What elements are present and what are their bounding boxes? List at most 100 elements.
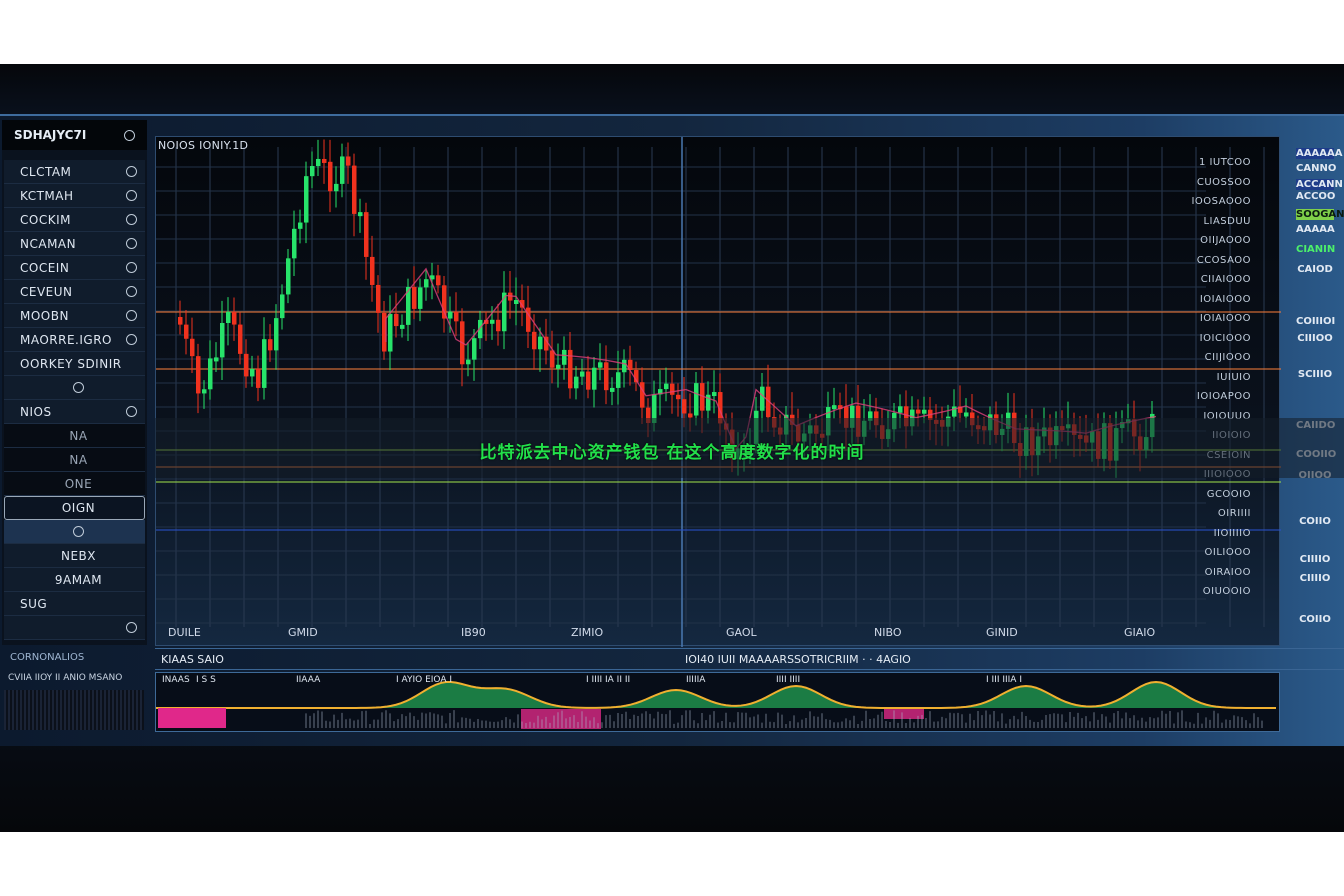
y-axis-label: CIIJIOOO	[1204, 352, 1251, 363]
candle	[598, 362, 603, 368]
candle	[238, 324, 243, 354]
candle	[244, 353, 249, 377]
candle	[700, 383, 705, 411]
side-value-label: CIIIIO	[1299, 554, 1331, 565]
chart-title: NOIOS IONIY.1D	[158, 139, 249, 152]
sidebar-item[interactable]: COCEIN	[4, 256, 145, 280]
sidebar-item[interactable]: NA	[4, 448, 145, 472]
caption-band	[155, 418, 1344, 478]
side-value-label: SCIIIO	[1297, 369, 1333, 380]
y-axis-label: IIOIIIIO	[1213, 527, 1251, 539]
sidebar-item[interactable]: NIOS	[4, 400, 145, 424]
candle	[178, 317, 183, 325]
candle	[604, 362, 609, 391]
sidebar: SDHAJYC7I CLCTAM KCTMAH COCKIM NCAMAN COCEIN…	[2, 120, 147, 645]
candle	[328, 161, 333, 192]
sidebar-item[interactable]	[4, 520, 145, 544]
y-axis-label: OIUOOIO	[1202, 586, 1251, 597]
candle	[952, 406, 957, 417]
circle-icon	[73, 382, 84, 393]
candle	[766, 386, 771, 418]
candle	[670, 383, 675, 395]
sidebar-item[interactable]: OORKEY SDINIR	[4, 352, 145, 376]
candle	[550, 350, 555, 368]
sidebar-item[interactable]: ONE	[4, 472, 145, 496]
sidebar-item[interactable]: COCKIM	[4, 208, 145, 232]
sidebar-item[interactable]: SUG	[4, 592, 145, 616]
sidebar-item[interactable]: MOOBN	[4, 304, 145, 328]
sidebar-item[interactable]: NEBX	[4, 544, 145, 568]
indicator-label: INAAS	[162, 675, 190, 685]
circle-icon	[126, 214, 137, 225]
candle	[556, 364, 561, 369]
candle	[208, 358, 213, 390]
circle-icon	[126, 310, 137, 321]
side-value-label: SOOGAN	[1296, 209, 1344, 220]
indicator-label: I S S	[196, 675, 216, 685]
histogram-block	[521, 709, 601, 729]
indicator-title-2: IOI40 IUII MAAAARSSOTRICRIIM · · 4AGIO	[685, 653, 911, 666]
candle	[334, 183, 339, 192]
y-axis-label: IOOSAOOO	[1191, 196, 1251, 207]
histogram-block	[884, 709, 924, 719]
candle	[658, 389, 663, 395]
x-axis-label: DUILE	[168, 626, 201, 639]
indicator-label: IIAAA	[296, 675, 321, 685]
side-value-label: CANNO	[1296, 163, 1337, 174]
histogram-block	[158, 708, 226, 728]
candle	[256, 368, 261, 388]
candle	[562, 349, 567, 365]
candle	[838, 405, 843, 410]
candle	[580, 371, 585, 377]
sidebar-item[interactable]	[4, 376, 145, 400]
sidebar-item[interactable]: KCTMAH	[4, 184, 145, 208]
candle	[370, 256, 375, 285]
sidebar-item-label: OIGN	[61, 501, 96, 515]
x-axis-label: GAOL	[726, 626, 757, 639]
sidebar-item[interactable]	[4, 616, 145, 640]
sidebar-item[interactable]: NCAMAN	[4, 232, 145, 256]
price-chart[interactable]: NOIOS IONIY.1D DUILE GMID IB90 ZIMIO GAOL NIB…	[155, 136, 1281, 647]
candle	[496, 319, 501, 332]
candle	[262, 339, 267, 388]
panel-header: CORNONALIOS	[10, 652, 85, 663]
candle	[214, 357, 219, 362]
oscillator-panel[interactable]: INAAS I S S IIAAA I AYIO EIOA I I IIII IA II…	[155, 672, 1280, 732]
sidebar-header: SDHAJYC7I	[2, 120, 147, 150]
candle	[610, 387, 615, 392]
candle	[682, 399, 687, 414]
candle	[412, 286, 417, 309]
sidebar-item[interactable]: MAORRE.IGRO	[4, 328, 145, 352]
side-value-label: COIIO	[1299, 516, 1331, 527]
candle	[616, 372, 621, 388]
candle	[646, 407, 651, 424]
candle	[664, 383, 669, 390]
settings-icon[interactable]	[124, 129, 135, 141]
y-axis-label: OIIJAOOO	[1200, 235, 1251, 246]
candle	[310, 166, 315, 177]
candle	[514, 300, 519, 305]
candle	[418, 287, 423, 309]
side-value-label: AAAAAA	[1296, 148, 1343, 159]
sidebar-item[interactable]: NA	[4, 424, 145, 448]
oscillator-plot	[156, 680, 1277, 729]
y-axis-label: IOIOUUO	[1203, 410, 1251, 422]
candle	[448, 311, 453, 319]
y-axis-label: IOIOAPOO	[1196, 391, 1251, 402]
sidebar-item[interactable]: CLCTAM	[4, 160, 145, 184]
x-axis-label: IB90	[461, 626, 486, 639]
candle	[202, 389, 207, 394]
candle	[568, 349, 573, 389]
sidebar-item-label: NIOS	[20, 404, 52, 419]
sidebar-item[interactable]: OIGN	[4, 496, 145, 520]
candle	[346, 156, 351, 166]
candle	[484, 319, 489, 324]
candle	[622, 359, 627, 373]
sidebar-item[interactable]: CEVEUN	[4, 280, 145, 304]
sidebar-item[interactable]: 9AMAM	[4, 568, 145, 592]
circle-icon	[126, 286, 137, 297]
circle-icon	[126, 406, 137, 417]
indicator-title: KIAAS SAIO	[161, 653, 224, 666]
x-axis-label: GMID	[288, 626, 318, 639]
candle	[640, 382, 645, 408]
